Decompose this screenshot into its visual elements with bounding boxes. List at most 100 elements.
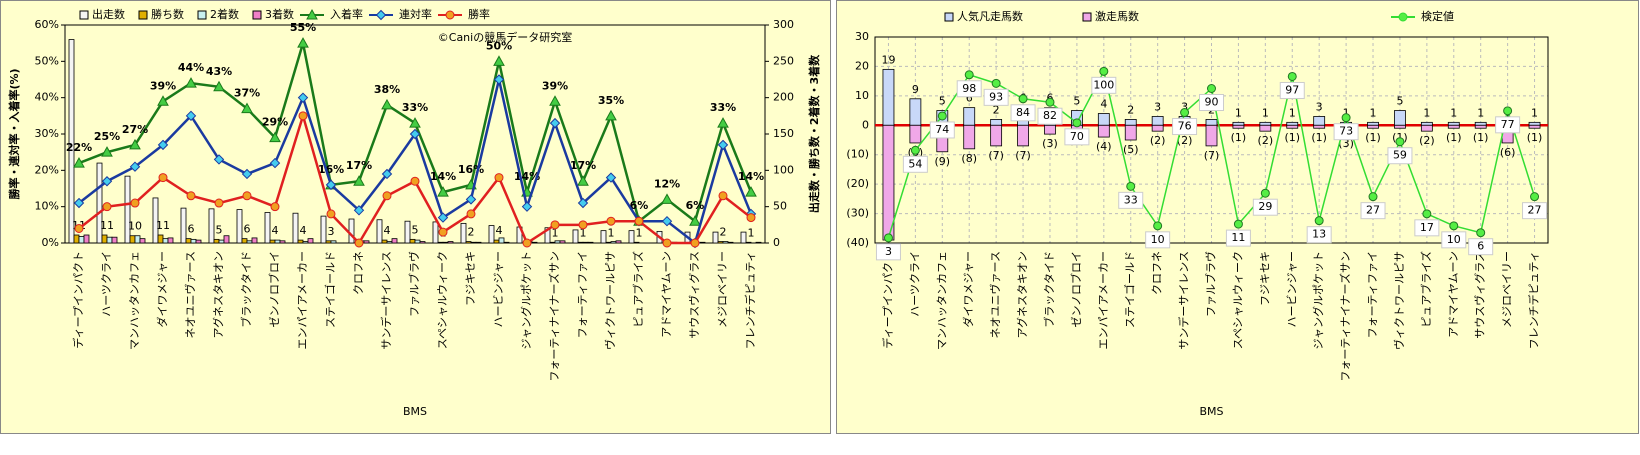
- bar: [909, 98, 922, 126]
- bar: [712, 231, 719, 244]
- data-label: 1: [1235, 106, 1242, 119]
- bar: [1044, 124, 1056, 135]
- data-label: 9: [912, 83, 919, 96]
- data-label: (2): [1258, 134, 1274, 147]
- bar: [1394, 110, 1406, 126]
- bar: [1420, 124, 1433, 132]
- marker: [1449, 221, 1459, 231]
- marker: [185, 77, 197, 88]
- y-axis-title: 勝率・連対率・入着率(%): [7, 68, 21, 199]
- marker: [883, 233, 893, 243]
- bar: [124, 175, 131, 244]
- bar: [73, 234, 80, 244]
- bar: [376, 219, 383, 244]
- label-box: [1387, 147, 1413, 165]
- data-label: 17%: [346, 159, 372, 172]
- bar: [531, 241, 538, 244]
- x-tick-label: フレンチデピュティ: [743, 251, 757, 349]
- bar: [302, 241, 309, 244]
- label-box: [1225, 229, 1251, 247]
- bar: [419, 241, 426, 244]
- marker: [606, 216, 616, 226]
- marker: [129, 138, 141, 150]
- data-label: 5: [412, 223, 419, 236]
- marker: [717, 117, 729, 128]
- marker: [577, 197, 589, 209]
- bar: [1205, 119, 1218, 126]
- bar: [1394, 124, 1406, 129]
- y-tick-label: (30): [846, 207, 869, 220]
- data-label: 4: [496, 224, 503, 237]
- data-label: 5: [939, 95, 946, 108]
- x-tick-label: ピュアブライズ: [631, 251, 645, 327]
- data-label: (1): [1365, 131, 1381, 144]
- data-label: (7): [988, 149, 1004, 162]
- data-label: (3): [1042, 137, 1058, 150]
- bar: [1124, 124, 1137, 141]
- y-tick-label: 0%: [42, 236, 59, 249]
- data-label: 17: [1420, 221, 1434, 234]
- bar: [246, 240, 253, 244]
- data-label: (8): [961, 152, 977, 165]
- x-tick-label: フジキセキ: [464, 251, 477, 306]
- x-tick-label: ファルブラヴ: [407, 251, 421, 317]
- marker: [1153, 221, 1163, 231]
- data-label: 1: [1262, 106, 1269, 119]
- x-tick-label: ステイゴールド: [1123, 251, 1137, 328]
- marker: [1395, 137, 1405, 147]
- marker: [1180, 108, 1190, 118]
- bar: [610, 241, 617, 244]
- data-label: 3: [1154, 100, 1161, 113]
- bar: [348, 218, 355, 244]
- x-tick-label: スペシャルウィーク: [436, 251, 449, 349]
- data-label: 6%: [630, 199, 649, 212]
- x-tick-label: アドマイヤムーン: [1447, 251, 1460, 338]
- bar: [68, 39, 75, 244]
- bar: [292, 212, 299, 244]
- marker: [1099, 66, 1109, 76]
- x-tick-label: サウスヴィグラス: [1473, 251, 1487, 339]
- panel-left: [0, 0, 831, 434]
- legend-marker: [1398, 12, 1408, 22]
- bar: [447, 241, 454, 244]
- data-label: (1): [1473, 131, 1489, 144]
- label-box: [1064, 128, 1090, 146]
- data-label: 1: [636, 226, 643, 239]
- x-tick-label: ピュアブライズ: [1419, 251, 1433, 327]
- y2-tick-label: 200: [773, 91, 794, 104]
- data-label: 1: [1531, 106, 1538, 119]
- data-label: 25%: [94, 130, 120, 143]
- marker: [661, 215, 673, 227]
- data-label: 1: [552, 226, 559, 239]
- bar: [577, 241, 584, 244]
- data-label: 19: [881, 53, 895, 66]
- x-tick-label: サンデーサイレンス: [379, 251, 393, 350]
- label-box: [983, 88, 1009, 106]
- data-label: 29%: [262, 116, 288, 129]
- marker: [689, 215, 701, 226]
- bar: [180, 207, 187, 244]
- x-tick-label: ジャングルポケット: [1311, 251, 1325, 349]
- data-label: 39%: [150, 79, 176, 92]
- label-box: [1252, 198, 1278, 216]
- bar: [1017, 124, 1029, 147]
- legend-swatch: [252, 10, 262, 20]
- marker: [158, 173, 168, 183]
- marker: [382, 191, 392, 201]
- marker: [1045, 97, 1055, 107]
- data-label: 100: [1093, 78, 1114, 91]
- bar: [1528, 121, 1541, 126]
- marker: [73, 197, 85, 209]
- data-label: 6: [1477, 240, 1484, 253]
- y2-tick-label: 150: [773, 127, 794, 140]
- marker: [661, 193, 673, 204]
- y-tick-label: 30: [855, 30, 869, 43]
- marker: [549, 95, 561, 106]
- bar: [101, 234, 108, 244]
- marker: [130, 198, 140, 208]
- x-tick-label: メジロベイリー: [716, 251, 729, 328]
- x-tick-label: ネオユニヴァース: [988, 251, 1002, 338]
- data-label: 4: [272, 224, 279, 237]
- x-tick-label: ディープインパクト: [71, 251, 85, 349]
- x-tick-label: ハーツクライ: [908, 251, 921, 317]
